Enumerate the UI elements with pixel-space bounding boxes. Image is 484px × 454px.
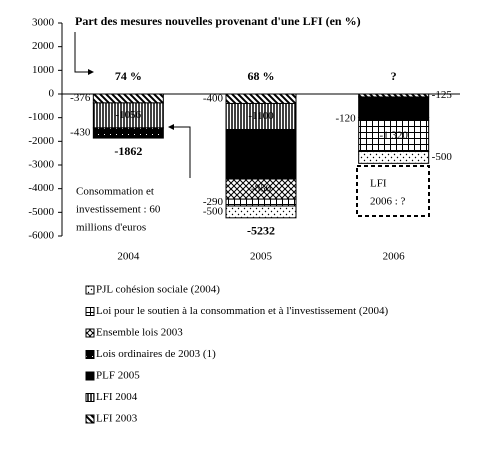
value-label: -500: [432, 151, 453, 163]
note-line: investissement : 60: [76, 204, 161, 216]
title-arrow: [74, 32, 90, 73]
bar-segment: [358, 151, 430, 164]
legend-label: Ensemble lois 2003: [96, 327, 183, 339]
value-label: -125: [432, 89, 453, 101]
y-tick-label: -2000: [28, 135, 54, 147]
value-label: -850: [251, 183, 272, 195]
y-tick-label: -1000: [28, 111, 54, 123]
y-tick-label: 1000: [32, 64, 55, 76]
value-label: -1100: [248, 110, 274, 122]
arrow-head: [88, 69, 94, 75]
value-label: -376: [70, 92, 91, 104]
x-tick-label: 2004: [117, 251, 140, 263]
legend-label: LFI 2003: [96, 413, 138, 425]
legend-label: PLF 2005: [96, 370, 140, 382]
bar-segment: [225, 198, 297, 207]
total-label: -5232: [247, 224, 275, 238]
legend-label: LFI 2004: [96, 391, 138, 403]
share-label: ?: [391, 69, 397, 83]
value-label: -430: [70, 127, 91, 139]
bar-segment: [358, 119, 430, 153]
x-tick-label: 2006: [383, 251, 406, 263]
bar-segment: [92, 102, 164, 129]
value-label: -500: [203, 205, 224, 217]
y-tick-label: 3000: [32, 17, 55, 29]
y-tick-label: 2000: [32, 40, 55, 52]
bar-segment: [92, 127, 164, 139]
note-line: Consommation et: [76, 186, 154, 198]
legend-swatch: [85, 307, 95, 316]
bar-segment: [225, 205, 297, 219]
bar-segment: [225, 129, 297, 180]
legend-swatch: [85, 393, 95, 402]
y-tick-label: -3000: [28, 159, 54, 171]
y-tick-label: -6000: [28, 230, 54, 242]
value-label: -400: [203, 92, 224, 104]
bar-segment: [92, 93, 164, 104]
lfi-2006-box: [356, 165, 430, 217]
legend-swatch: [85, 285, 95, 295]
x-tick-label: 2005: [250, 251, 273, 263]
note-line: LFI: [370, 178, 387, 190]
legend-swatch: [85, 414, 95, 424]
arrow-head: [168, 124, 174, 130]
legend-label: Lois ordinaires de 2003 (1): [96, 348, 216, 360]
y-tick-label: -5000: [28, 206, 54, 218]
note-arrow: [172, 126, 191, 178]
value-label: -865: [384, 101, 405, 113]
note-line: 2006 : ?: [370, 196, 406, 208]
legend-swatch: [85, 328, 95, 338]
legend-swatch: [85, 371, 95, 381]
bar-segment: [225, 93, 297, 104]
legend-label: Loi pour le soutien à la consommation et…: [96, 305, 389, 317]
value-label: -120: [335, 112, 356, 124]
legend-swatch: [85, 350, 95, 359]
value-label: -290: [203, 196, 224, 208]
y-tick-label: 0: [49, 88, 55, 100]
bar-segment: [225, 102, 297, 130]
share-label: 68 %: [248, 69, 275, 83]
chart-title: Part des mesures nouvelles provenant d'u…: [75, 14, 361, 28]
value-label: -1 320: [379, 129, 408, 141]
share-label: 74 %: [115, 69, 142, 83]
value-label: -1056: [115, 109, 141, 121]
total-label: -1862: [114, 144, 142, 158]
note-line: millions d'euros: [76, 222, 146, 234]
y-tick-label: -4000: [28, 182, 54, 194]
legend-label: PJL cohésion sociale (2004): [96, 284, 220, 296]
